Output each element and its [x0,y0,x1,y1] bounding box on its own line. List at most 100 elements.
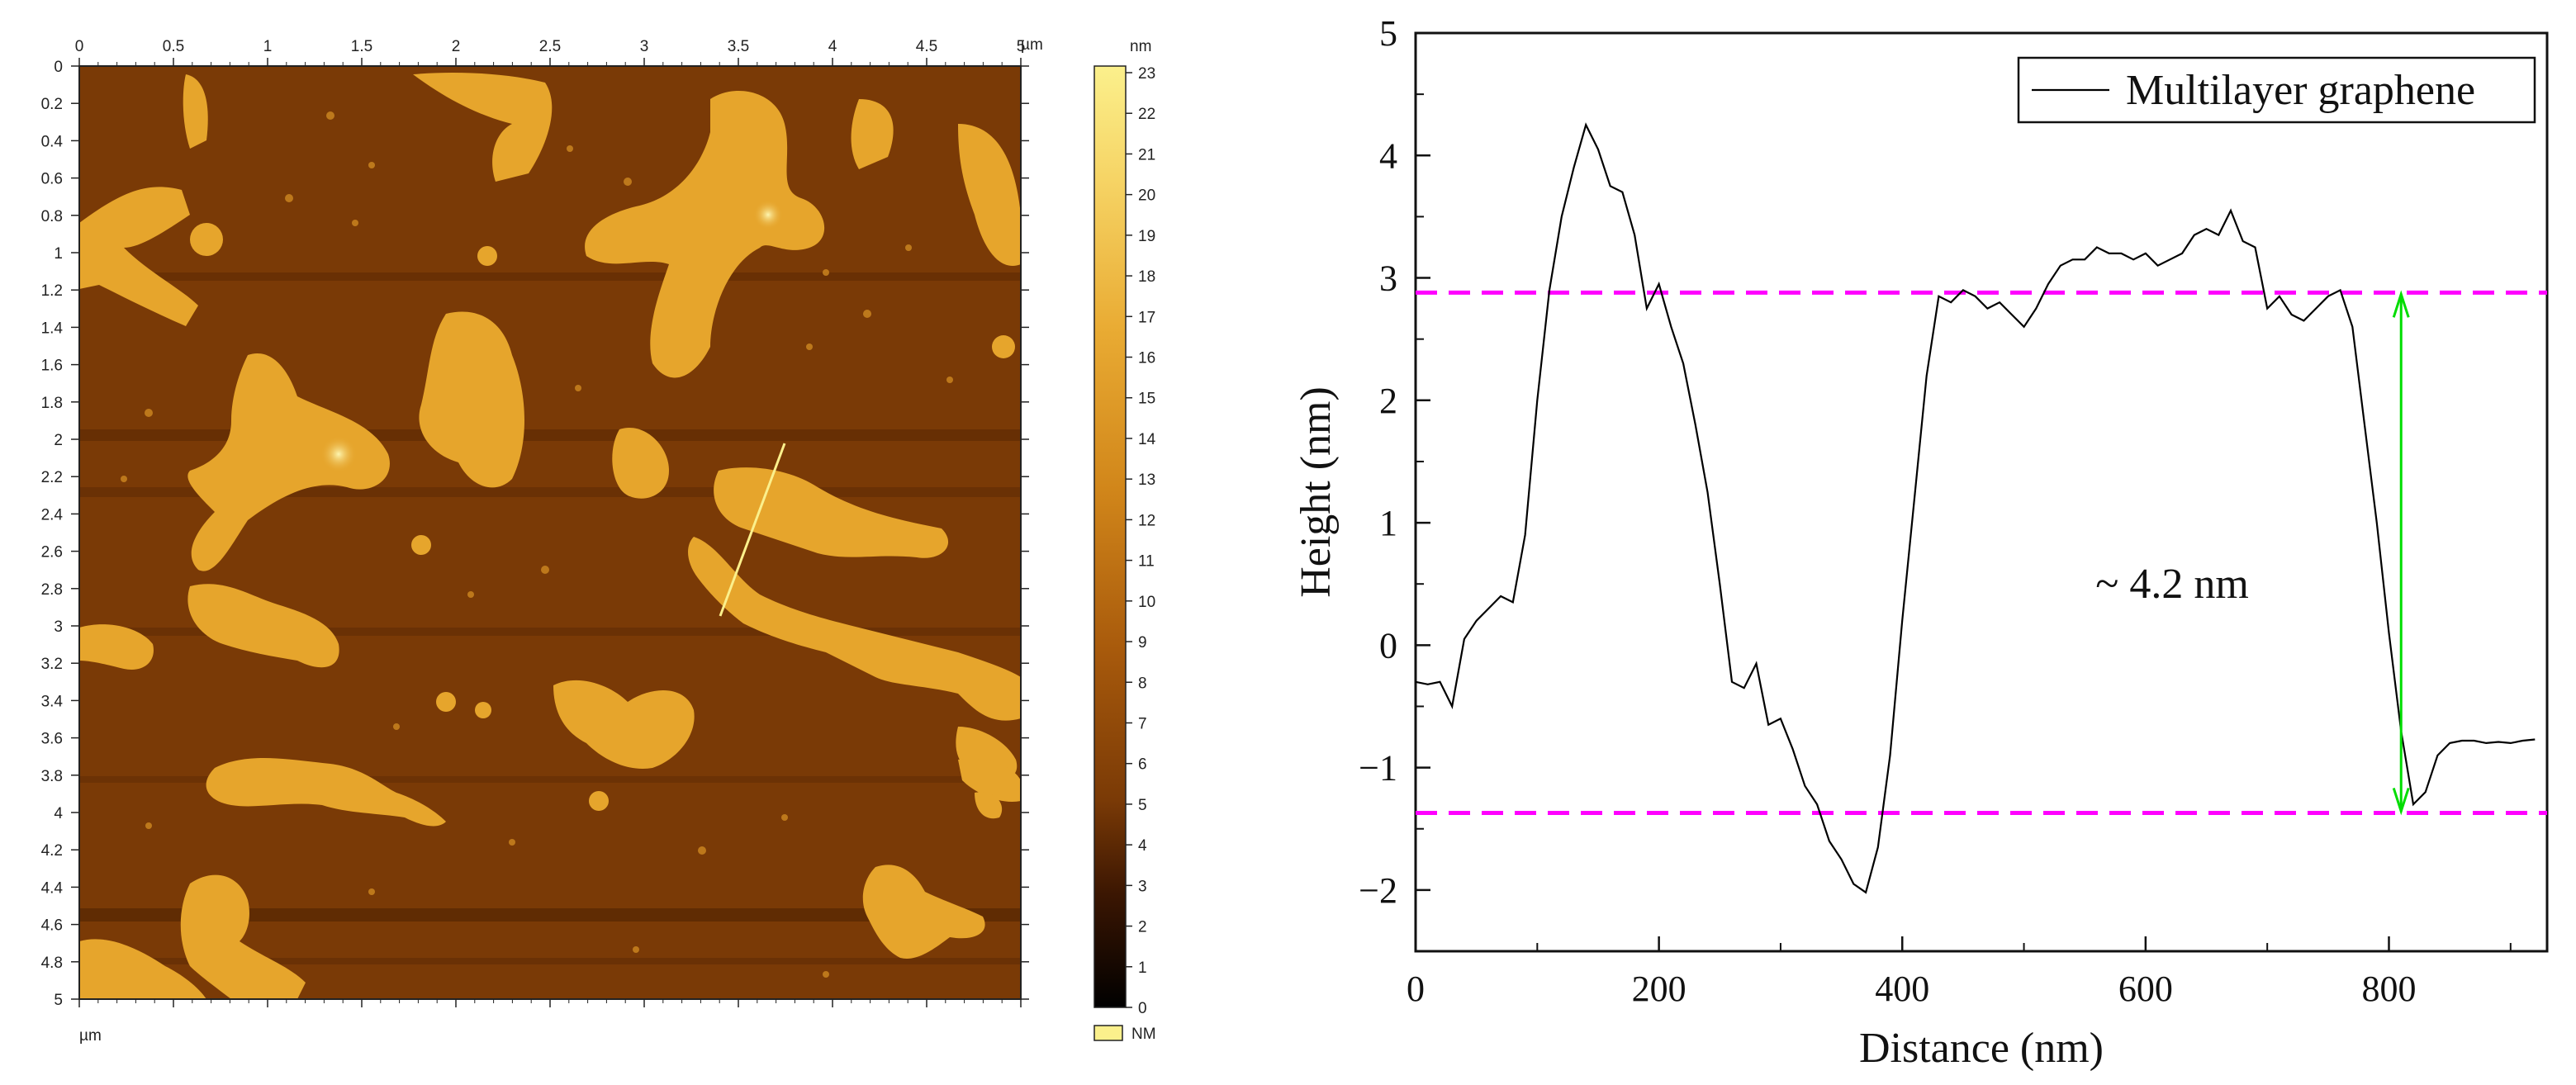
step-height-arrow [2392,290,2410,816]
y-tick-label: 2 [1379,381,1397,421]
colorbar-tick-label: 0 [1138,1000,1147,1017]
y-tick-label: 1 [1379,503,1397,543]
colorbar-tick-label: 3 [1138,878,1147,895]
afm-y-tick-label: 3.4 [41,693,64,710]
colorbar-tick-label: 10 [1138,594,1155,611]
afm-y-tick-label: 1.6 [41,358,63,375]
afm-x-axis: 0 0.5 1 1.5 2 2.5 3 3.5 4 4.5 5 [75,38,1026,1007]
y-tick-label: −1 [1359,748,1397,789]
afm-top-x-unit: µm [1021,36,1043,54]
y-axis-label: Height (nm) [1293,386,1340,598]
afm-x-tick-label: 3.5 [728,38,749,55]
profile-line [719,443,786,617]
height-profile-chart: 0 200 400 600 800 −2 −1 0 1 2 3 4 5 ~ 4.2 nm Multila… [1293,13,2549,1072]
afm-y-tick-label: 2.6 [41,544,63,561]
afm-y-tick-label: 0.6 [41,171,63,188]
colorbar-tick-label: 21 [1138,146,1155,163]
graphene-flakes [79,73,1021,999]
colorbar-tick-label: 12 [1138,512,1155,529]
afm-y-tick-label: 2.2 [41,469,63,486]
arrow-head-bottom [2392,787,2410,816]
multilayer-graphene-series-line [1415,122,2536,894]
afm-y-tick-label: 1 [54,245,63,263]
colorbar-legend-swatch [1093,1025,1123,1041]
afm-y-tick-label: 0.8 [41,208,63,225]
afm-y-tick-label: 4 [54,805,63,822]
colorbar-tick-label: 18 [1138,268,1155,286]
afm-y-axis: 0 0.2 0.4 0.6 0.8 1 1.2 1.4 1.6 1.8 2 2.2 2.4 2.6 2.8 3… [41,59,1029,1009]
colorbar-tick-label: 2 [1138,919,1147,936]
x-axis-label: Distance (nm) [1859,1025,2104,1072]
y-tick-label: 3 [1379,258,1397,299]
afm-x-tick-label: 2.5 [539,38,561,55]
afm-x-tick-label: 3 [640,38,649,55]
y-tick-label: 0 [1379,625,1397,666]
colorbar-tick-label: 5 [1138,797,1147,814]
afm-y-tick-label: 1.4 [41,320,64,337]
afm-x-tick-label: 4.5 [916,38,937,55]
afm-y-tick-label: 5 [54,992,63,1009]
x-tick-label: 200 [1632,969,1686,1009]
afm-y-tick-label: 4.2 [41,842,63,860]
y-tick-label: −2 [1359,870,1397,911]
plot-axes: 0 200 400 600 800 −2 −1 0 1 2 3 4 5 [1359,13,2512,1009]
afm-x-tick-label: 1 [263,38,273,55]
afm-y-tick-label: 4.6 [41,917,63,935]
colorbar-tick-label: 16 [1138,350,1155,367]
afm-x-tick-label: 4 [828,38,837,55]
afm-height-image-panel: 0 0.5 1 1.5 2 2.5 3 3.5 4 4.5 5 0 0.2 0.4 0.6 0.8 1 1.2 1… [0,0,1189,1085]
colorbar-tick-label: 14 [1138,431,1156,448]
plot-frame [1414,31,2549,953]
afm-y-tick-label: 1.2 [41,282,63,300]
afm-y-tick-label: 4.4 [41,879,64,897]
afm-x-tick-label: 2 [452,38,461,55]
afm-y-tick-label: 2 [54,432,63,449]
afm-y-tick-label: 0.4 [41,133,64,150]
colorbar-tick-label: 19 [1138,228,1155,245]
colorbar-tick-label: 11 [1138,553,1155,571]
y-tick-label: 4 [1379,135,1397,176]
afm-x-tick-label: 0 [75,38,84,55]
colorbar-tick-label: 15 [1138,391,1155,408]
colorbar-tick-label: 6 [1138,756,1147,774]
arrow-head-top [2392,290,2410,318]
x-tick-label: 800 [2361,969,2416,1009]
colorbar-tick-label: 20 [1138,187,1155,205]
colorbar-tick-label: 23 [1138,65,1155,83]
afm-y-tick-label: 3 [54,618,63,636]
reference-lines [1416,290,2547,815]
colorbar-unit: nm [1130,38,1151,55]
afm-y-tick-label: 0 [54,59,63,76]
colorbar-tick-label: 8 [1138,675,1147,692]
afm-image-svg: 0 0.5 1 1.5 2 2.5 3 3.5 4 4.5 5 0 0.2 0.4 0.6 0.8 1 1.2 1… [41,36,1156,1045]
afm-y-tick-label: 2.4 [41,506,64,524]
afm-y-tick-label: 0.2 [41,96,63,113]
x-tick-label: 400 [1875,969,1929,1009]
y-tick-label: 5 [1379,13,1397,54]
legend-label: Multilayer graphene [2126,67,2475,114]
afm-y-tick-label: 4.8 [41,955,63,972]
afm-y-tick-label: 3.8 [41,768,63,785]
afm-y-tick-label: 1.8 [41,395,63,412]
step-height-annotation: ~ 4.2 nm [2095,561,2249,608]
colorbar-tick-label: 7 [1138,715,1147,732]
height-profile-panel: 0 200 400 600 800 −2 −1 0 1 2 3 4 5 ~ 4.2 nm Multila… [1189,0,2576,1085]
colorbar-tick-label: 4 [1138,837,1147,855]
afm-y-tick-label: 2.8 [41,581,63,599]
colorbar-legend-label: NM [1131,1026,1156,1043]
x-tick-label: 600 [2118,969,2173,1009]
afm-x-unit: µm [79,1027,102,1045]
colorbar-tick-label: 1 [1138,959,1147,977]
afm-x-tick-label: 1.5 [351,38,372,55]
colorbar-tick-label: 9 [1138,634,1147,651]
afm-x-tick-label: 0.5 [163,38,184,55]
colorbar-tick-label: 13 [1138,471,1155,489]
plot-legend: Multilayer graphene [2017,56,2536,124]
colorbar-tick-label: 17 [1138,309,1155,326]
afm-x-tick-label: 5 [1017,38,1026,55]
x-tick-label: 0 [1407,969,1425,1009]
afm-y-tick-label: 3.6 [41,731,63,748]
colorbar-tick-label: 22 [1138,106,1155,123]
